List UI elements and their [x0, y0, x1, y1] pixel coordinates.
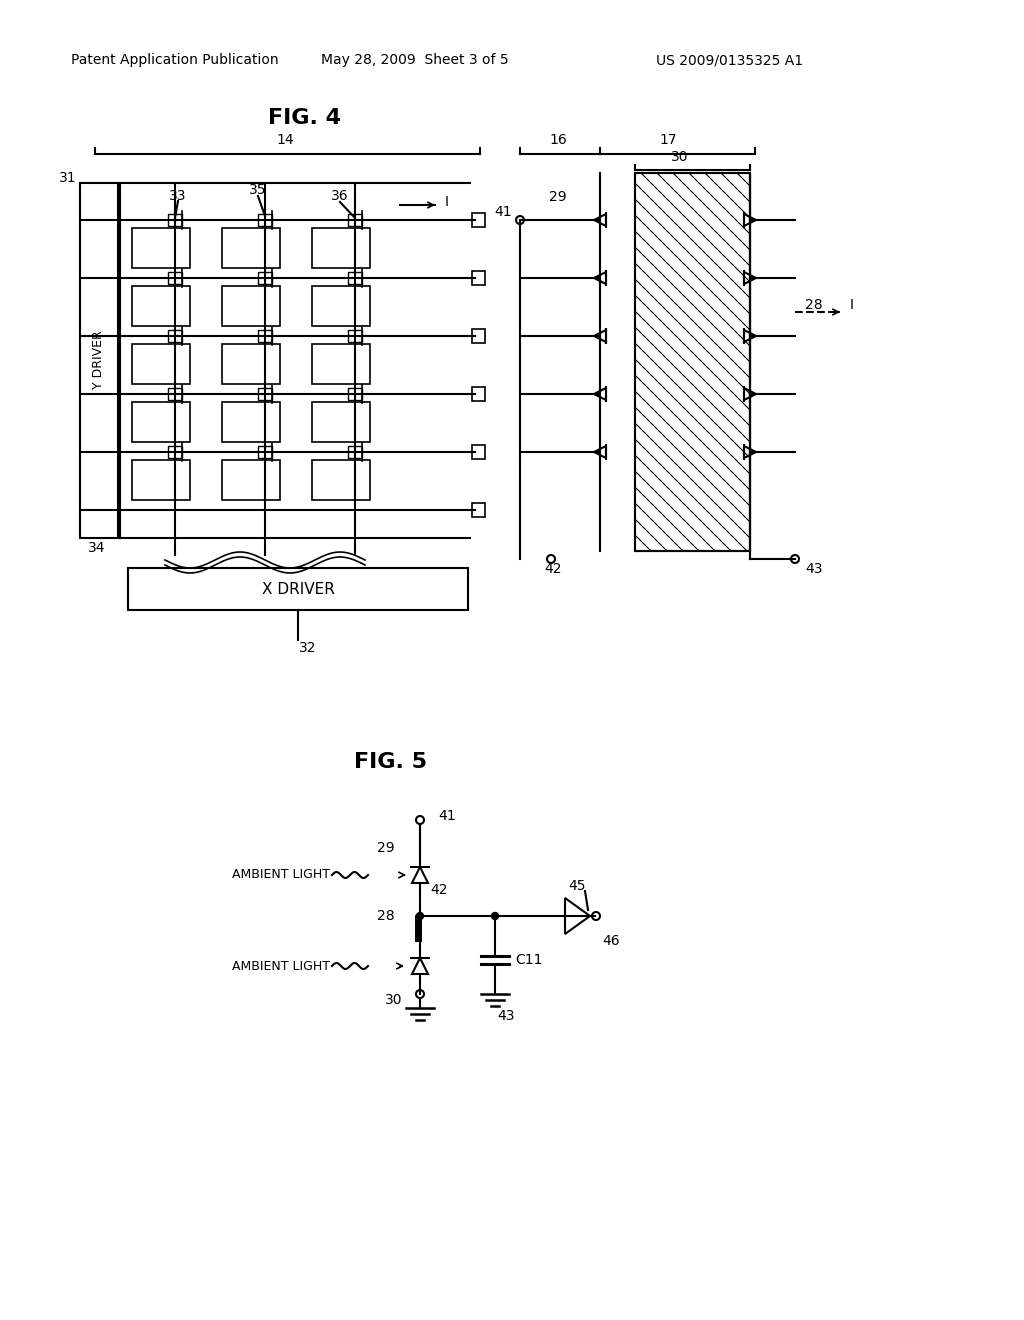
- Text: 43: 43: [497, 1008, 514, 1023]
- Bar: [128, 568, 468, 610]
- Bar: [312, 345, 370, 384]
- Text: 30: 30: [672, 150, 689, 164]
- Circle shape: [416, 990, 424, 998]
- Text: FIG. 5: FIG. 5: [353, 752, 427, 772]
- Circle shape: [261, 275, 268, 281]
- Bar: [168, 446, 182, 458]
- Bar: [472, 271, 485, 285]
- Text: 36: 36: [331, 189, 349, 203]
- Text: 45: 45: [568, 879, 586, 894]
- Circle shape: [351, 333, 358, 339]
- Text: FIG. 4: FIG. 4: [268, 108, 341, 128]
- Circle shape: [171, 275, 178, 281]
- Text: 31: 31: [59, 172, 77, 185]
- Circle shape: [261, 216, 268, 223]
- Text: 29: 29: [549, 190, 567, 205]
- Text: 41: 41: [495, 205, 512, 219]
- Bar: [132, 459, 190, 500]
- Circle shape: [171, 333, 178, 339]
- Text: X DRIVER: X DRIVER: [261, 582, 335, 597]
- Circle shape: [516, 216, 524, 224]
- Text: AMBIENT LIGHT: AMBIENT LIGHT: [232, 869, 330, 882]
- Text: 33: 33: [169, 189, 186, 203]
- Circle shape: [171, 391, 178, 397]
- Bar: [222, 345, 280, 384]
- Bar: [348, 446, 362, 458]
- Bar: [222, 459, 280, 500]
- Text: 28: 28: [805, 298, 822, 312]
- Bar: [132, 403, 190, 442]
- Circle shape: [351, 391, 358, 397]
- Text: 42: 42: [430, 883, 447, 898]
- Bar: [635, 173, 750, 550]
- Text: 43: 43: [805, 562, 822, 576]
- Text: May 28, 2009  Sheet 3 of 5: May 28, 2009 Sheet 3 of 5: [322, 53, 509, 67]
- Circle shape: [171, 449, 178, 455]
- Bar: [312, 459, 370, 500]
- Bar: [168, 272, 182, 284]
- Circle shape: [171, 216, 178, 223]
- Bar: [472, 503, 485, 517]
- Text: C11: C11: [515, 953, 543, 968]
- Text: 16: 16: [549, 133, 567, 147]
- Circle shape: [351, 449, 358, 455]
- Bar: [258, 272, 272, 284]
- Bar: [348, 330, 362, 342]
- Bar: [635, 173, 750, 550]
- Bar: [472, 213, 485, 227]
- Circle shape: [791, 554, 799, 564]
- Circle shape: [351, 216, 358, 223]
- Circle shape: [261, 449, 268, 455]
- Circle shape: [261, 333, 268, 339]
- Circle shape: [416, 816, 424, 824]
- Text: 17: 17: [659, 133, 677, 147]
- Bar: [132, 286, 190, 326]
- Bar: [168, 388, 182, 400]
- Text: 34: 34: [88, 541, 105, 554]
- Bar: [312, 228, 370, 268]
- Bar: [258, 330, 272, 342]
- Bar: [258, 214, 272, 226]
- Text: AMBIENT LIGHT: AMBIENT LIGHT: [232, 960, 330, 973]
- Bar: [472, 387, 485, 401]
- Bar: [168, 330, 182, 342]
- Bar: [168, 214, 182, 226]
- Circle shape: [492, 912, 499, 920]
- Circle shape: [592, 912, 600, 920]
- Text: 29: 29: [378, 841, 395, 855]
- Bar: [312, 403, 370, 442]
- Bar: [222, 403, 280, 442]
- Text: US 2009/0135325 A1: US 2009/0135325 A1: [656, 53, 804, 67]
- Text: I: I: [445, 195, 449, 209]
- Bar: [132, 345, 190, 384]
- Circle shape: [547, 554, 555, 564]
- Bar: [132, 228, 190, 268]
- Bar: [258, 446, 272, 458]
- Bar: [348, 214, 362, 226]
- Bar: [348, 272, 362, 284]
- Bar: [472, 445, 485, 459]
- Circle shape: [261, 391, 268, 397]
- Bar: [472, 329, 485, 343]
- Text: 32: 32: [299, 642, 316, 655]
- Bar: [222, 228, 280, 268]
- Text: 46: 46: [602, 935, 620, 948]
- Bar: [348, 388, 362, 400]
- Text: 35: 35: [249, 183, 266, 197]
- Text: 41: 41: [438, 809, 456, 822]
- Bar: [80, 183, 118, 539]
- Text: 30: 30: [384, 993, 402, 1007]
- Text: Y DRIVER: Y DRIVER: [92, 330, 105, 389]
- Text: I: I: [850, 298, 854, 312]
- Bar: [222, 286, 280, 326]
- Circle shape: [417, 912, 424, 920]
- Circle shape: [351, 275, 358, 281]
- Text: 14: 14: [276, 133, 294, 147]
- Text: Patent Application Publication: Patent Application Publication: [72, 53, 279, 67]
- Text: 28: 28: [378, 909, 395, 923]
- Bar: [258, 388, 272, 400]
- Bar: [312, 286, 370, 326]
- Text: 42: 42: [544, 562, 562, 576]
